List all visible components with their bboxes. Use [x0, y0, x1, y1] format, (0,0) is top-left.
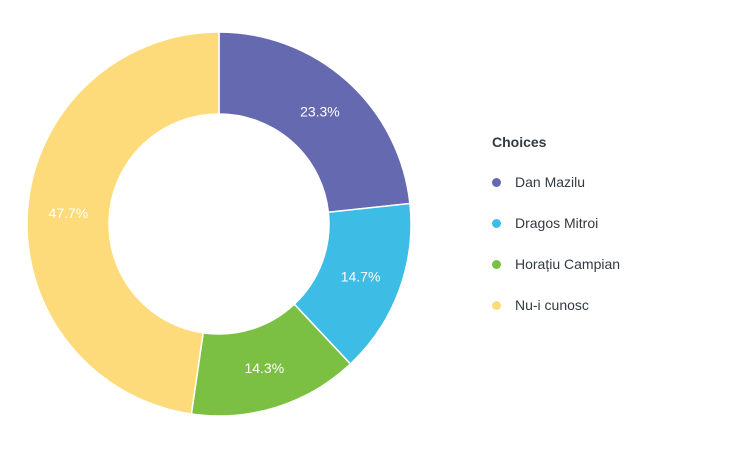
legend: Choices Dan Mazilu Dragos Mitroi Horațiu…	[492, 134, 620, 336]
legend-label: Horațiu Campian	[515, 256, 621, 272]
legend-label: Dragos Mitroi	[515, 215, 599, 231]
legend-item-horatiu-campian[interactable]: Horațiu Campian	[492, 254, 620, 274]
slice-value-label: 47.7%	[49, 205, 89, 221]
legend-dot	[492, 177, 501, 187]
slice-value-label: 14.3%	[244, 360, 284, 376]
donut-slice-dan-mazilu[interactable]	[218, 31, 411, 214]
legend-dot	[492, 300, 501, 310]
legend-dot	[492, 218, 501, 228]
legend-label: Dan Mazilu	[515, 174, 586, 190]
legend-dot	[492, 259, 501, 269]
slice-value-label: 14.7%	[341, 268, 381, 284]
legend-title: Choices	[492, 134, 547, 150]
legend-item-nu-i-cunosc[interactable]: Nu-i cunosc	[492, 295, 620, 315]
legend-label: Nu-i cunosc	[515, 297, 589, 313]
slice-value-label: 23.3%	[300, 104, 340, 120]
legend-item-dan-mazilu[interactable]: Dan Mazilu	[492, 172, 620, 192]
legend-item-dragos-mitroi[interactable]: Dragos Mitroi	[492, 213, 620, 233]
donut-slice-nu-i-cunosc[interactable]	[26, 31, 220, 415]
